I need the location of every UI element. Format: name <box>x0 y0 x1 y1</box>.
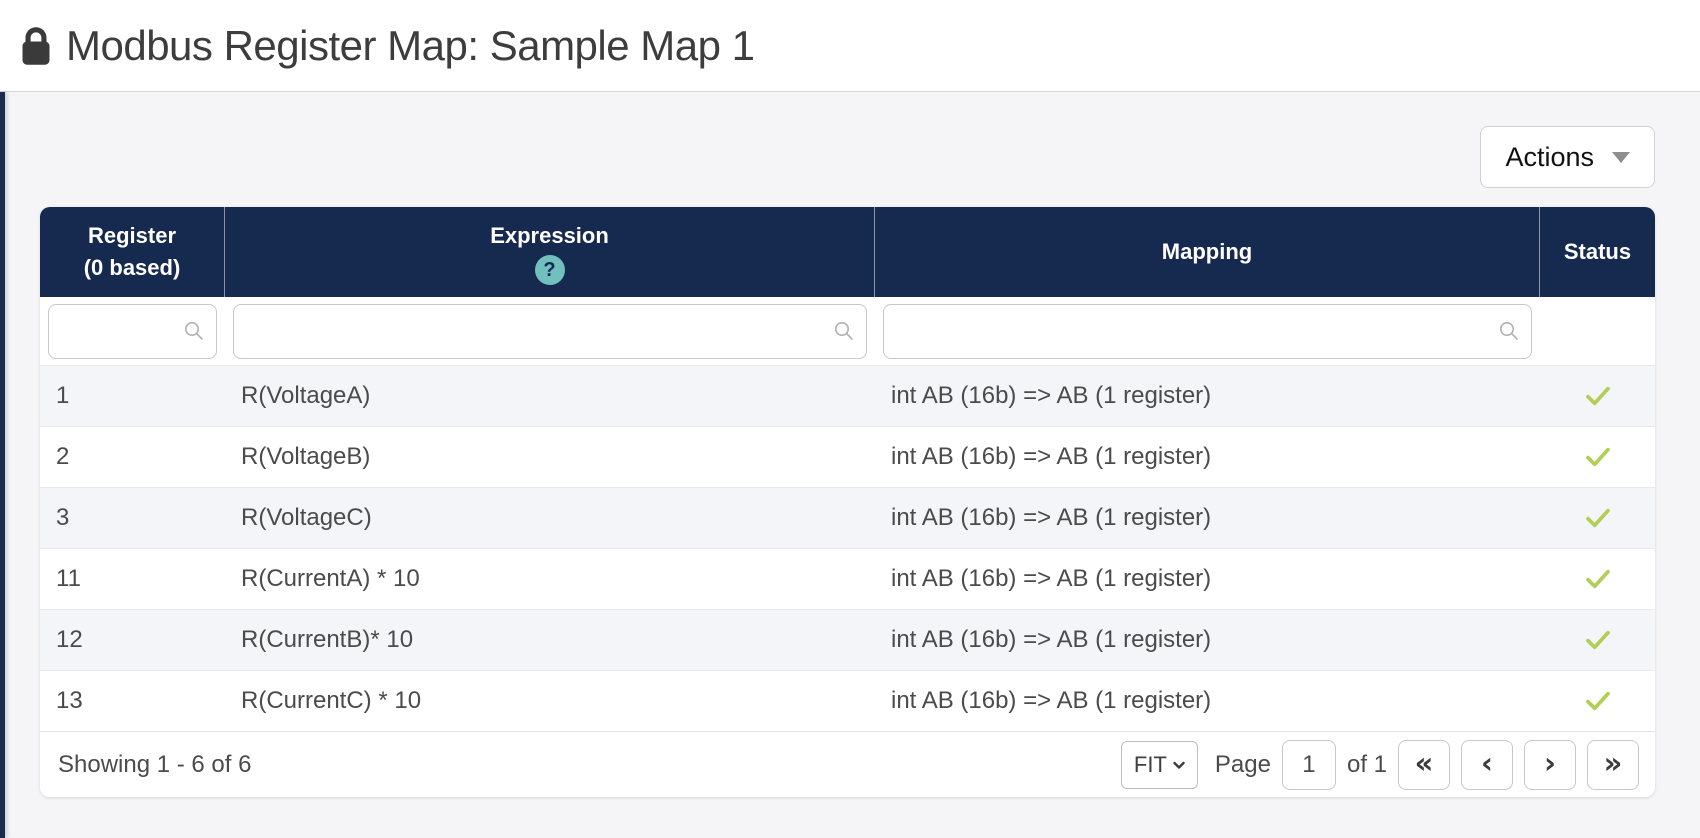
mapping-cell: int AB (16b) => AB (1 register) <box>891 504 1212 531</box>
table-row[interactable]: 13 R(CurrentC) * 10 int AB (16b) => AB (… <box>40 670 1655 731</box>
filter-row <box>40 297 1655 365</box>
table-body: 1 R(VoltageA) int AB (16b) => AB (1 regi… <box>40 365 1655 731</box>
expression-cell: R(VoltageA) <box>241 382 371 409</box>
page-header: Modbus Register Map: Sample Map 1 <box>0 0 1700 92</box>
expression-cell: R(CurrentB)* 10 <box>241 626 414 653</box>
mapping-cell: int AB (16b) => AB (1 register) <box>891 565 1212 592</box>
check-icon <box>1585 386 1610 406</box>
table-row[interactable]: 12 R(CurrentB)* 10 int AB (16b) => AB (1… <box>40 609 1655 670</box>
check-icon <box>1585 569 1610 589</box>
column-header-status[interactable]: Status <box>1540 207 1655 297</box>
table-row[interactable]: 11 R(CurrentA) * 10 int AB (16b) => AB (… <box>40 548 1655 609</box>
status-cell <box>1540 563 1655 595</box>
column-header-expression[interactable]: Expression ? <box>225 207 875 297</box>
table-row[interactable]: 3 R(VoltageC) int AB (16b) => AB (1 regi… <box>40 487 1655 548</box>
content-area: Actions Register (0 based) Expression ? … <box>0 92 1700 838</box>
expression-cell: R(CurrentC) * 10 <box>241 687 422 714</box>
register-header-line2: (0 based) <box>83 255 181 280</box>
mapping-filter-input[interactable] <box>883 303 1532 359</box>
column-header-register[interactable]: Register (0 based) <box>40 207 225 297</box>
pagination-controls: FIT Page of 1 « ‹ › » <box>1120 739 1639 790</box>
sidebar-edge <box>0 92 5 838</box>
table-row[interactable]: 1 R(VoltageA) int AB (16b) => AB (1 regi… <box>40 365 1655 426</box>
check-icon <box>1585 630 1610 650</box>
lock-icon <box>18 23 56 69</box>
column-header-mapping[interactable]: Mapping <box>875 207 1540 297</box>
register-cell: 12 <box>56 626 83 653</box>
first-page-button[interactable]: « <box>1398 739 1450 790</box>
page-label: Page <box>1214 750 1271 778</box>
page-of-label: of 1 <box>1346 750 1387 778</box>
table-row[interactable]: 2 R(VoltageB) int AB (16b) => AB (1 regi… <box>40 426 1655 487</box>
register-filter-cell <box>40 303 225 359</box>
actions-toolbar: Actions <box>0 92 1700 188</box>
mapping-header-label: Mapping <box>1161 239 1253 264</box>
next-page-button[interactable]: › <box>1524 739 1576 790</box>
expression-filter-cell <box>225 303 875 359</box>
caret-down-icon <box>1612 151 1630 163</box>
expression-cell: R(VoltageB) <box>241 443 371 470</box>
check-icon <box>1585 447 1610 467</box>
mapping-cell: int AB (16b) => AB (1 register) <box>891 687 1212 714</box>
register-filter-input[interactable] <box>48 303 217 359</box>
register-cell: 13 <box>56 687 83 714</box>
status-cell <box>1540 685 1655 717</box>
check-icon <box>1585 691 1610 711</box>
status-header-label: Status <box>1563 239 1632 264</box>
actions-button-label: Actions <box>1505 141 1594 172</box>
chevron-down-icon <box>1173 761 1185 769</box>
expression-cell: R(VoltageC) <box>241 504 372 531</box>
page-number-input[interactable] <box>1281 739 1336 790</box>
register-cell: 3 <box>56 504 70 531</box>
status-cell <box>1540 502 1655 534</box>
mapping-filter-cell <box>875 303 1540 359</box>
help-icon[interactable]: ? <box>534 254 565 285</box>
expression-filter-input[interactable] <box>233 303 867 359</box>
register-header-line1: Register <box>87 223 177 248</box>
last-page-button[interactable]: » <box>1587 739 1639 790</box>
expression-header-label: Expression <box>490 222 609 248</box>
mapping-cell: int AB (16b) => AB (1 register) <box>891 626 1212 653</box>
expression-cell: R(CurrentA) * 10 <box>241 565 420 592</box>
register-cell: 1 <box>56 382 70 409</box>
page-size-value: FIT <box>1133 751 1167 777</box>
mapping-cell: int AB (16b) => AB (1 register) <box>891 382 1212 409</box>
status-cell <box>1540 624 1655 656</box>
check-icon <box>1585 508 1610 528</box>
actions-button[interactable]: Actions <box>1480 126 1655 188</box>
register-map-table: Register (0 based) Expression ? Mapping … <box>40 207 1655 797</box>
table-header-row: Register (0 based) Expression ? Mapping … <box>40 207 1655 297</box>
table-footer: Showing 1 - 6 of 6 FIT Page of 1 « ‹ › » <box>40 731 1655 797</box>
register-cell: 11 <box>56 565 81 592</box>
mapping-cell: int AB (16b) => AB (1 register) <box>891 443 1212 470</box>
showing-count: Showing 1 - 6 of 6 <box>58 750 252 778</box>
status-cell <box>1540 441 1655 473</box>
page-title: Modbus Register Map: Sample Map 1 <box>66 21 755 69</box>
page-size-select[interactable]: FIT <box>1120 740 1198 789</box>
status-cell <box>1540 380 1655 412</box>
prev-page-button[interactable]: ‹ <box>1461 739 1513 790</box>
register-cell: 2 <box>56 443 70 470</box>
